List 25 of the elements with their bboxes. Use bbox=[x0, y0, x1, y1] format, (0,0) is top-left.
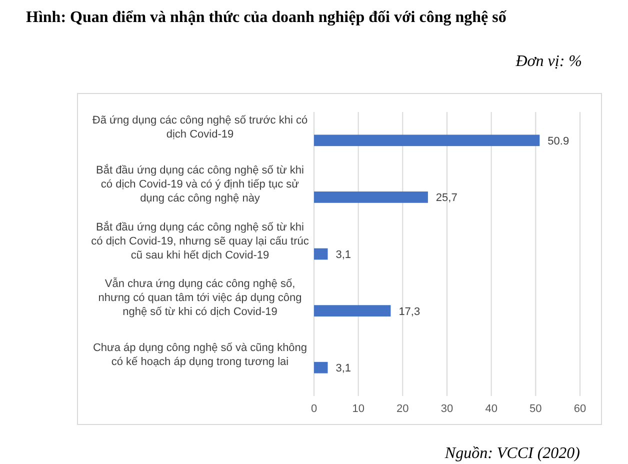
data-label: 3,1 bbox=[336, 362, 352, 375]
bar bbox=[314, 305, 391, 316]
bar bbox=[314, 192, 428, 203]
text: Nguồn: VCCI (2020) bbox=[444, 445, 580, 462]
x-tick-label: 0 bbox=[310, 402, 318, 415]
x-tick-label: 60 bbox=[574, 402, 586, 415]
x-tick-label: 50 bbox=[530, 402, 542, 415]
y-tick-label: Đã ứng dụng các công nghệ số trước khi có dịch Covid-19 bbox=[92, 114, 308, 141]
y-tick-label: Bắt đầu ứng dụng các công nghệ số từ khi có dịch Covid-19, nhưng sẽ quay lại cấu trúc cũ sau khi hết dịch Covid-19 bbox=[91, 220, 310, 262]
x-tick-label: 40 bbox=[485, 402, 498, 415]
bar bbox=[314, 362, 328, 374]
x-tick-label: 30 bbox=[440, 402, 454, 415]
x-tick-label: 10 bbox=[352, 402, 364, 415]
y-tick-label: Bắt đầu ứng dụng các công nghệ số từ khi có dịch Covid-19 và có ý định tiếp tục sử dụng các công nghệ này bbox=[96, 164, 304, 205]
y-tick-label: Vẫn chưa ứng dụng các công nghệ số, nhưng có quan tâm tới việc áp dụng công nghệ số từ khi có dịch Covid-19 bbox=[98, 277, 302, 318]
data-label: 50.9 bbox=[548, 135, 570, 148]
bar bbox=[314, 248, 328, 260]
data-label: 17,3 bbox=[398, 306, 420, 318]
bar bbox=[314, 134, 540, 146]
y-tick-label: Chưa áp dụng công nghệ số và cũng không có kế hoạch áp dụng trong tương lai bbox=[92, 342, 308, 368]
chart-title: Hình: Quan điểm và nhận thức của doanh nghiệp đối với công nghệ số bbox=[26, 9, 508, 26]
chart-subtitle: Đơn vị: % bbox=[514, 53, 582, 70]
data-label: 25,7 bbox=[436, 192, 458, 204]
data-label: 3,1 bbox=[336, 249, 352, 261]
x-tick-label: 20 bbox=[396, 402, 409, 415]
